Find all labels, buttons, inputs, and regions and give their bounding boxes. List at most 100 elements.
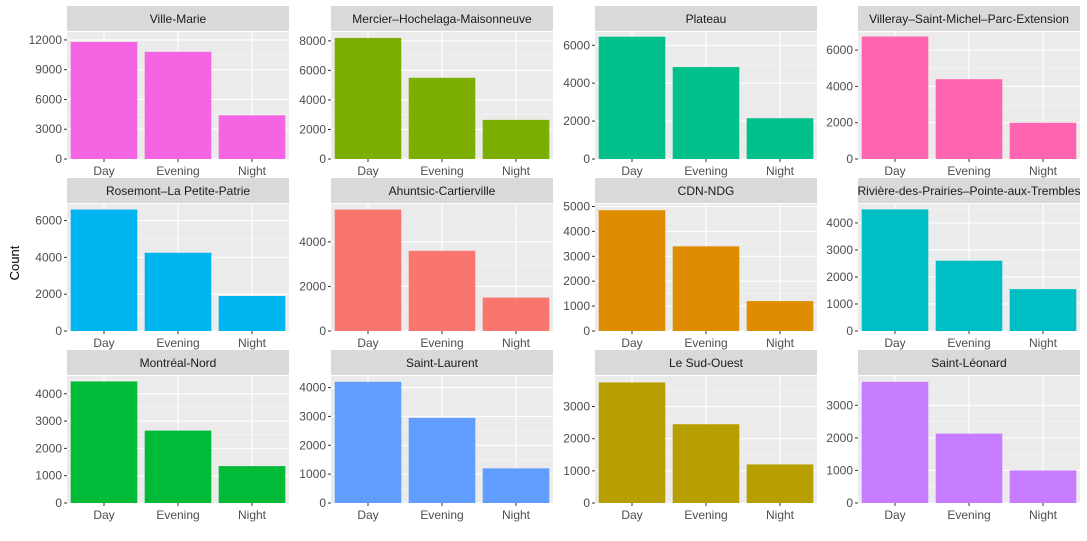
facet-panel: Montréal-Nord 0 1000 2000 3000 4000 Day Evening… <box>35 350 289 522</box>
bar <box>598 36 666 159</box>
y-tick-label: 3000 <box>35 122 62 136</box>
bar <box>218 115 286 159</box>
x-tick-label: Night <box>1029 336 1058 350</box>
x-tick-label: Day <box>357 508 378 522</box>
facet-panel: Le Sud-Ouest 0 1000 2000 3000 Day Evening Night <box>563 350 817 522</box>
bar <box>1009 122 1077 159</box>
bar <box>746 118 814 159</box>
y-tick-label: 2000 <box>563 274 590 288</box>
x-tick-label: Evening <box>684 336 727 350</box>
x-tick-label: Evening <box>684 508 727 522</box>
y-tick-label: 2000 <box>299 438 326 452</box>
x-tick-label: Day <box>621 508 642 522</box>
y-tick-label: 1000 <box>35 469 62 483</box>
x-tick-label: Day <box>357 336 378 350</box>
bar <box>144 430 212 503</box>
y-tick-label: 2000 <box>563 432 590 446</box>
y-tick-label: 2000 <box>35 441 62 455</box>
y-tick-label: 0 <box>583 496 590 510</box>
strip-title: Mercier–Hochelaga-Maisonneuve <box>352 12 532 26</box>
bar <box>334 381 402 503</box>
y-tick-label: 0 <box>319 324 326 338</box>
strip-background <box>331 350 553 375</box>
y-tick-label: 4000 <box>299 235 326 249</box>
strip-title: CDN-NDG <box>678 184 735 198</box>
y-tick-label: 4000 <box>35 250 62 264</box>
y-tick-label: 2000 <box>826 270 853 284</box>
y-tick-label: 4000 <box>826 216 853 230</box>
panels-grid: Ville-Marie 0 3000 6000 9000 12000 Day Evening N… <box>29 6 1080 522</box>
strip-background <box>67 350 289 375</box>
strip-background <box>67 6 289 31</box>
strip-background <box>331 178 553 203</box>
y-tick-label: 6000 <box>826 43 853 57</box>
bar <box>935 433 1003 503</box>
x-tick-label: Evening <box>156 164 199 178</box>
bar <box>598 382 666 503</box>
facet-panel: CDN-NDG 0 1000 2000 3000 4000 5000 Day Evening Ni… <box>563 178 817 350</box>
y-tick-label: 4000 <box>563 224 590 238</box>
strip-title: Le Sud-Ouest <box>669 356 744 370</box>
strip-background <box>858 178 1080 203</box>
y-tick-label: 3000 <box>563 400 590 414</box>
y-tick-label: 3000 <box>826 243 853 257</box>
bar <box>482 119 550 159</box>
bar <box>482 468 550 503</box>
x-tick-label: Evening <box>420 336 463 350</box>
bar <box>408 417 476 503</box>
x-tick-label: Evening <box>947 164 990 178</box>
x-tick-label: Day <box>93 508 114 522</box>
x-tick-label: Day <box>621 164 642 178</box>
strip-title: Saint-Laurent <box>406 356 479 370</box>
y-axis-label: Count <box>7 245 22 280</box>
x-tick-label: Evening <box>156 508 199 522</box>
y-tick-label: 0 <box>55 152 62 166</box>
y-tick-label: 3000 <box>563 249 590 263</box>
strip-title: Saint-Léonard <box>931 356 1006 370</box>
bar <box>935 260 1003 331</box>
bar <box>144 252 212 331</box>
bar <box>408 250 476 331</box>
x-tick-label: Night <box>502 164 531 178</box>
strip-title: Ville-Marie <box>150 12 207 26</box>
y-tick-label: 3000 <box>826 398 853 412</box>
y-tick-label: 4000 <box>826 79 853 93</box>
y-tick-label: 0 <box>846 152 853 166</box>
x-tick-label: Day <box>357 164 378 178</box>
y-tick-label: 0 <box>846 496 853 510</box>
y-tick-label: 2000 <box>299 279 326 293</box>
y-tick-label: 5000 <box>563 199 590 213</box>
bar <box>1009 470 1077 503</box>
facet-panel: Saint-Léonard 0 1000 2000 3000 Day Evening Nigh… <box>826 350 1080 522</box>
bar <box>70 209 138 331</box>
y-tick-label: 0 <box>846 324 853 338</box>
strip-title: Ahuntsic-Cartierville <box>389 184 496 198</box>
y-tick-label: 9000 <box>35 63 62 77</box>
strip-background <box>858 350 1080 375</box>
x-tick-label: Day <box>884 336 905 350</box>
strip-title: Rosemont–La Petite-Patrie <box>106 184 250 198</box>
x-tick-label: Evening <box>156 336 199 350</box>
x-tick-label: Night <box>238 336 267 350</box>
y-tick-label: 4000 <box>563 76 590 90</box>
y-tick-label: 12000 <box>29 33 63 47</box>
bar <box>218 296 286 331</box>
strip-title: Rivière-des-Prairies–Pointe-aux-Trembles <box>858 184 1081 198</box>
y-tick-label: 4000 <box>35 387 62 401</box>
facet-panel: Villeray–Saint-Michel–Parc-Extension 0 200… <box>826 6 1080 178</box>
x-tick-label: Night <box>502 508 531 522</box>
bar <box>334 37 402 159</box>
y-tick-label: 3000 <box>35 414 62 428</box>
bar <box>861 209 929 331</box>
facet-panel: Rivière-des-Prairies–Pointe-aux-Trembles… <box>826 178 1080 350</box>
bar <box>218 466 286 503</box>
y-tick-label: 1000 <box>563 464 590 478</box>
bar <box>598 210 666 331</box>
y-tick-label: 2000 <box>826 431 853 445</box>
facet-panel: Ahuntsic-Cartierville 0 2000 4000 Day Evening… <box>299 178 553 350</box>
y-tick-label: 2000 <box>299 122 326 136</box>
y-tick-label: 1000 <box>299 467 326 481</box>
facet-panel: Saint-Laurent 0 1000 2000 3000 4000 Day Evening… <box>299 350 553 522</box>
y-tick-label: 6000 <box>563 38 590 52</box>
